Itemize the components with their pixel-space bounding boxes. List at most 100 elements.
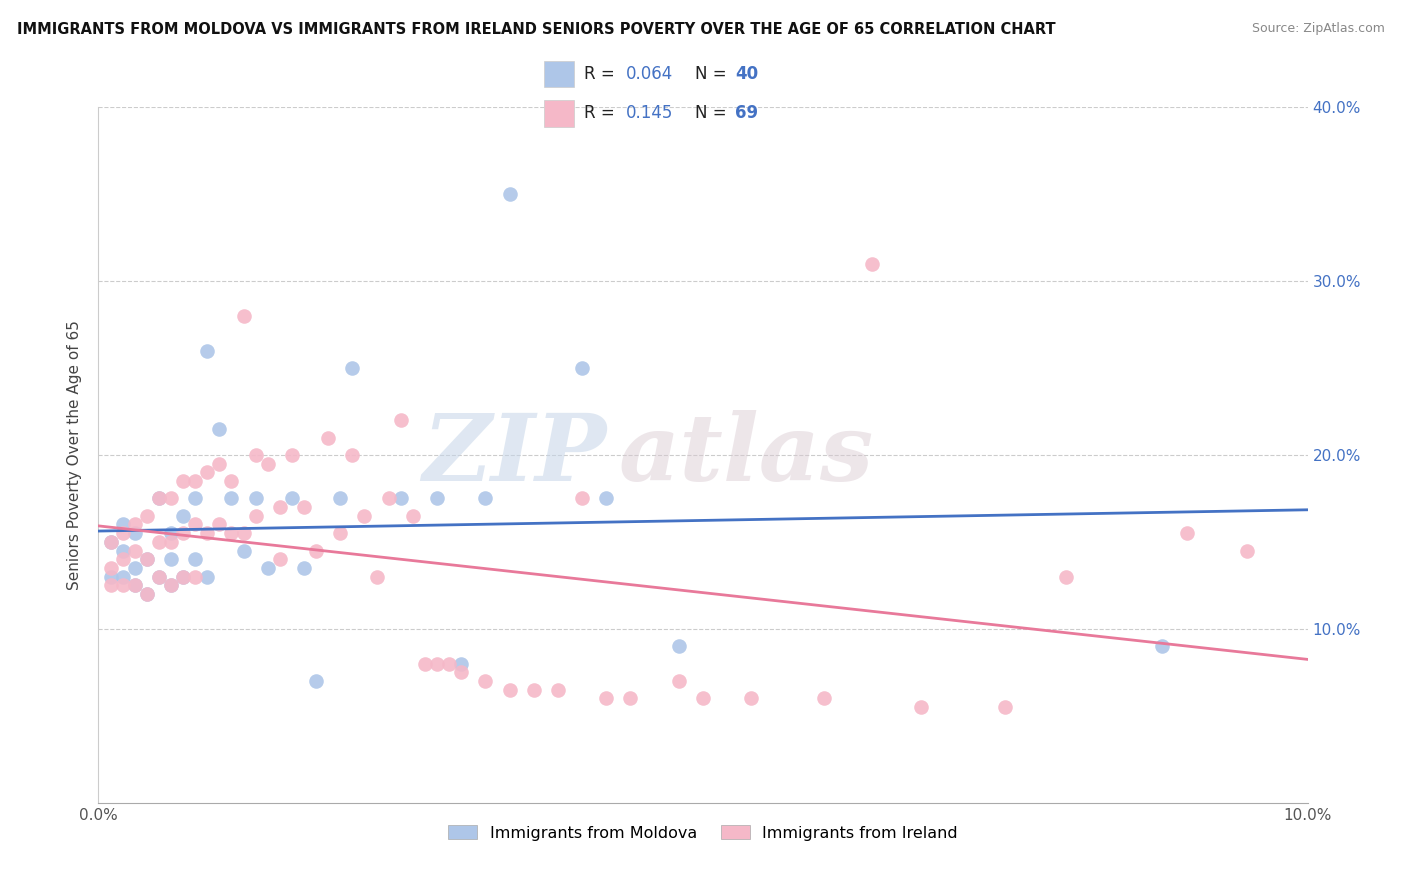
Point <box>619 691 641 706</box>
Point <box>269 552 291 566</box>
Point <box>256 561 278 575</box>
FancyBboxPatch shape <box>544 61 575 87</box>
Point <box>245 448 267 462</box>
Point <box>329 491 352 506</box>
Point <box>100 561 122 575</box>
Point <box>184 517 207 532</box>
Point <box>221 474 243 488</box>
Point <box>124 561 146 575</box>
Point <box>668 639 690 653</box>
Point <box>329 526 352 541</box>
Point <box>208 422 231 436</box>
Text: atlas: atlas <box>619 410 873 500</box>
Point <box>305 543 328 558</box>
Point <box>692 691 714 706</box>
Point <box>135 508 157 523</box>
Point <box>100 534 122 549</box>
Point <box>595 491 617 506</box>
Point <box>135 587 157 601</box>
Point <box>366 570 388 584</box>
Point <box>172 508 194 523</box>
Point <box>135 552 157 566</box>
Point <box>148 570 170 584</box>
Point <box>1236 543 1258 558</box>
Text: IMMIGRANTS FROM MOLDOVA VS IMMIGRANTS FROM IRELAND SENIORS POVERTY OVER THE AGE : IMMIGRANTS FROM MOLDOVA VS IMMIGRANTS FR… <box>17 22 1056 37</box>
Point <box>111 543 134 558</box>
Point <box>100 534 122 549</box>
Point <box>111 570 134 584</box>
Point <box>474 491 496 506</box>
Point <box>124 578 146 592</box>
Point <box>160 534 183 549</box>
Point <box>281 448 304 462</box>
Text: 69: 69 <box>735 104 758 122</box>
Point <box>135 587 157 601</box>
Point <box>232 526 254 541</box>
Point <box>389 491 412 506</box>
Point <box>184 474 207 488</box>
Point <box>668 674 690 689</box>
Legend: Immigrants from Moldova, Immigrants from Ireland: Immigrants from Moldova, Immigrants from… <box>441 819 965 847</box>
Point <box>740 691 762 706</box>
Point <box>450 665 472 680</box>
Point <box>195 343 218 358</box>
Point <box>221 491 243 506</box>
Text: R =: R = <box>583 104 626 122</box>
Point <box>148 491 170 506</box>
Text: N =: N = <box>695 104 733 122</box>
Point <box>124 517 146 532</box>
Point <box>195 570 218 584</box>
Point <box>172 526 194 541</box>
Point <box>292 561 315 575</box>
Point <box>498 187 520 202</box>
Point <box>402 508 425 523</box>
Point <box>426 491 449 506</box>
Point <box>160 578 183 592</box>
Point <box>437 657 460 671</box>
Point <box>571 491 593 506</box>
Point <box>292 500 315 514</box>
Point <box>269 500 291 514</box>
Text: R =: R = <box>583 65 620 83</box>
Point <box>111 552 134 566</box>
Point <box>1054 570 1077 584</box>
Point <box>111 578 134 592</box>
Point <box>160 526 183 541</box>
Point <box>221 526 243 541</box>
Point <box>353 508 375 523</box>
Point <box>148 534 170 549</box>
Point <box>910 700 932 714</box>
Point <box>148 570 170 584</box>
Point <box>184 491 207 506</box>
Point <box>498 682 520 697</box>
Point <box>813 691 835 706</box>
Text: 0.064: 0.064 <box>626 65 673 83</box>
Point <box>450 657 472 671</box>
Point <box>124 578 146 592</box>
Point <box>184 570 207 584</box>
Point <box>160 578 183 592</box>
Point <box>245 508 267 523</box>
Point <box>342 360 364 375</box>
Point <box>245 491 267 506</box>
Point <box>474 674 496 689</box>
Point <box>111 526 134 541</box>
Point <box>316 430 339 444</box>
Point <box>184 552 207 566</box>
Point <box>124 543 146 558</box>
Point <box>377 491 399 506</box>
Point <box>124 526 146 541</box>
Point <box>1152 639 1174 653</box>
Point <box>305 674 328 689</box>
Point <box>172 570 194 584</box>
Point <box>208 517 231 532</box>
Point <box>281 491 304 506</box>
Point <box>547 682 569 697</box>
Text: N =: N = <box>695 65 733 83</box>
Point <box>195 466 218 480</box>
Point <box>994 700 1017 714</box>
Point <box>195 526 218 541</box>
Point <box>160 491 183 506</box>
Point <box>100 578 122 592</box>
Point <box>208 457 231 471</box>
